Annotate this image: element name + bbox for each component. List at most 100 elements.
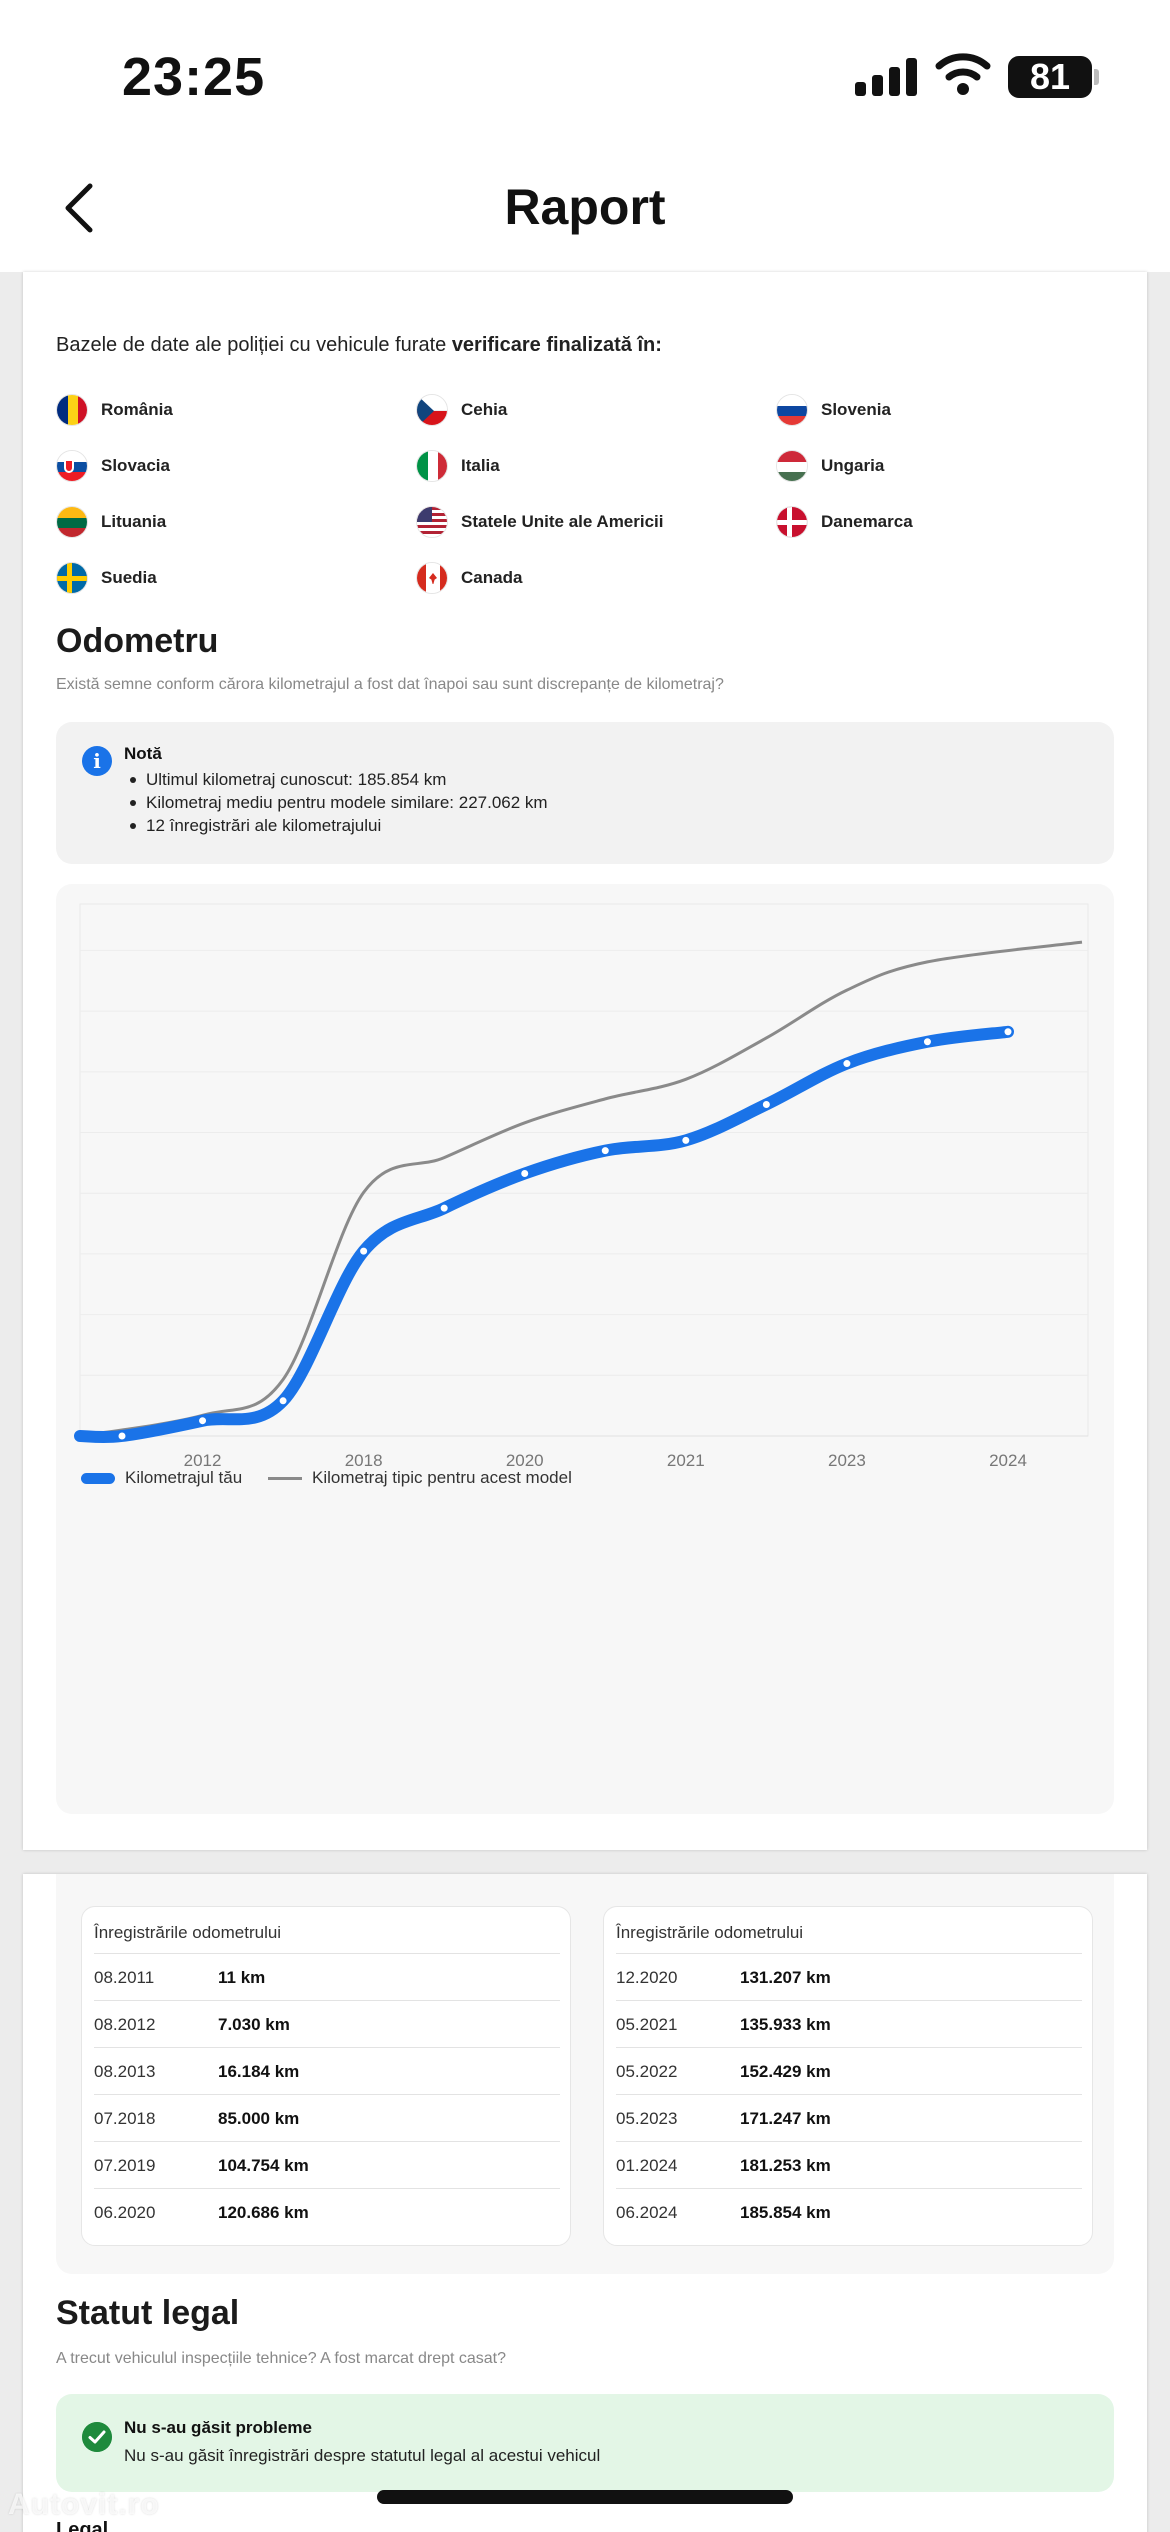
country-name: Cehia [461,400,508,419]
data-point[interactable] [277,1395,289,1407]
status-time: 23:25 [122,47,266,107]
record-row: 07.2019 104.754 km [94,2141,560,2187]
note-item: Kilometraj mediu pentru modele similare:… [124,791,548,814]
odometer-chart: 2012 2018 2020 2021 2023 2024 [56,884,1114,1814]
intro-text: Bazele de date ale poliției cu vehicule … [56,334,452,356]
watermark: Autovit.ro [8,2488,160,2521]
record-date: 08.2011 [94,1968,155,1987]
flag-us-icon [416,506,448,538]
record-km: 16.184 km [218,2062,300,2081]
data-point[interactable] [197,1415,209,1427]
country-item: Cehia [416,392,507,428]
x-tick-label: 2021 [667,1451,705,1470]
report-card-odometer: Bazele de date ale poliției cu vehicule … [23,272,1147,1850]
data-point[interactable] [680,1134,692,1146]
legal-ok-box: Nu s-au găsit probleme Nu s-au găsit înr… [56,2394,1114,2492]
data-point[interactable] [116,1430,128,1442]
record-km: 185.854 km [740,2203,831,2222]
record-row: 05.2021 135.933 km [616,2000,1082,2046]
odometer-title: Odometru [56,622,219,660]
record-km: 152.429 km [740,2062,831,2081]
legal-ok-title: Nu s-au găsit probleme [124,2418,312,2437]
odometer-chart-svg: 2012 2018 2020 2021 2023 2024 [74,903,1089,1470]
flag-ro-icon [56,394,88,426]
country-item: Slovacia [56,448,170,484]
record-km: 131.207 km [740,1968,831,1987]
country-name: Canada [461,568,523,587]
battery-tip [1094,69,1099,85]
record-row: 05.2022 152.429 km [616,2047,1082,2093]
record-date: 05.2022 [616,2062,678,2081]
data-point[interactable] [921,1036,933,1048]
record-km: 171.247 km [740,2109,831,2128]
country-name: Statele Unite ale Americii [461,512,664,531]
record-date: 01.2024 [616,2156,678,2175]
legal-title: Statut legal [56,2294,240,2332]
back-arrow-icon[interactable] [52,176,112,240]
country-item: Canada [416,560,522,596]
flag-ca-icon [416,562,448,594]
x-tick-label: 2020 [506,1451,544,1470]
record-row: 06.2024 185.854 km [616,2188,1082,2234]
country-item: România [56,392,173,428]
flag-sk-icon [56,450,88,482]
legal-ok-text: Nu s-au găsit înregistrări despre statut… [124,2446,601,2465]
nav-header: Raport [0,150,1170,272]
record-row: 12.2020 131.207 km [616,1953,1082,1999]
flag-hu-icon [776,450,808,482]
records-table-left: Înregistrările odometrului 08.2011 11 km 0… [81,1906,571,2246]
records-table-right: Înregistrările odometrului 12.2020 131.20… [603,1906,1093,2246]
record-km: 104.754 km [218,2156,309,2175]
data-point[interactable] [358,1245,370,1257]
x-tick-label: 2024 [989,1451,1027,1470]
record-row: 06.2020 120.686 km [94,2188,560,2234]
note-box: i Notă Ultimul kilometraj cunoscut: 185.… [56,722,1114,864]
flag-lt-icon [56,506,88,538]
country-name: România [101,400,173,419]
x-tick-label: 2018 [345,1451,383,1470]
record-date: 08.2013 [94,2062,156,2081]
legend-item-typical-km: Kilometraj tipic pentru acest model [268,1468,572,1488]
record-km: 181.253 km [740,2156,831,2175]
record-row: 08.2013 16.184 km [94,2047,560,2093]
record-date: 05.2023 [616,2109,678,2128]
legend-swatch-gray [268,1476,302,1480]
flag-si-icon [776,394,808,426]
country-name: Suedia [101,568,157,587]
record-km: 11 km [218,1968,266,1987]
battery-icon: 81 [1008,56,1092,98]
data-point[interactable] [1002,1026,1014,1038]
legend-item-your-km: Kilometrajul tău [81,1468,242,1488]
record-row: 07.2018 85.000 km [94,2094,560,2140]
record-km: 85.000 km [218,2109,300,2128]
series-line-typical [79,940,1083,1438]
info-icon: i [82,746,112,776]
record-row: 01.2024 181.253 km [616,2141,1082,2187]
country-item: Lituania [56,504,166,540]
country-name: Italia [461,456,500,475]
data-point[interactable] [760,1098,772,1110]
cellular-signal-icon [855,58,917,96]
country-name: Lituania [101,512,167,531]
stolen-db-intro: Bazele de date ale poliției cu vehicule … [56,334,662,357]
record-date: 12.2020 [616,1968,678,1987]
record-date: 08.2012 [94,2015,156,2034]
home-indicator[interactable] [377,2490,793,2504]
flag-dk-icon [776,506,808,538]
data-point[interactable] [599,1145,611,1157]
check-circle-icon [82,2422,112,2452]
note-title: Notă [124,744,162,763]
country-item: Statele Unite ale Americii [416,504,664,540]
status-bar: 23:25 81 [0,0,1170,150]
data-point[interactable] [438,1202,450,1214]
record-row: 08.2012 7.030 km [94,2000,560,2046]
page-title: Raport [504,179,666,235]
data-point[interactable] [519,1168,531,1180]
data-point[interactable] [841,1058,853,1070]
record-date: 07.2019 [94,2156,156,2175]
country-name: Slovacia [101,456,170,475]
country-name: Ungaria [821,456,885,475]
legend-swatch-blue [81,1472,115,1484]
record-km: 135.933 km [740,2015,831,2034]
flag-cz-icon [416,394,448,426]
